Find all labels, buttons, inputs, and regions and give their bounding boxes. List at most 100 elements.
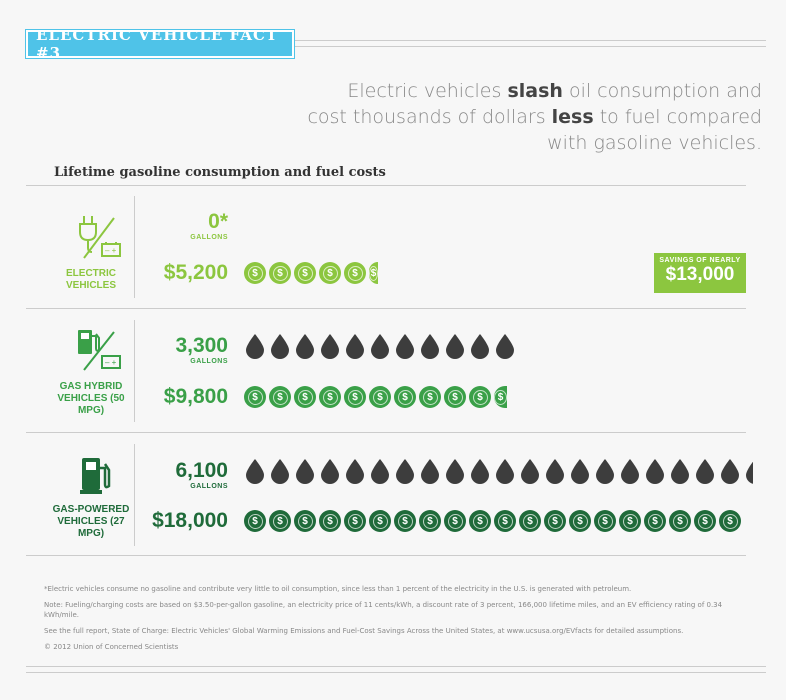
divider-vertical bbox=[134, 320, 135, 422]
headline-line-1: Electric vehicles slash oil consumption … bbox=[347, 80, 762, 102]
section-title: Lifetime gasoline consumption and fuel c… bbox=[54, 165, 386, 180]
category-label-electric: ELECTRIC VEHICLES bbox=[65, 268, 116, 291]
gallons-unit-electric: GALLONS bbox=[190, 234, 228, 241]
oil-drop-icon bbox=[246, 334, 264, 359]
oil-drop-icon bbox=[521, 459, 539, 484]
dollar-coin-icon: $ bbox=[369, 262, 378, 284]
gallons-electric: 0* bbox=[208, 210, 228, 233]
dollar-coin-icon: $ bbox=[294, 510, 316, 532]
dollar-coin-icon: $ bbox=[444, 386, 466, 408]
dollar-coin-icon: $ bbox=[669, 510, 691, 532]
bottom-rule bbox=[26, 666, 766, 673]
dollar-coin-icon: $ bbox=[294, 386, 316, 408]
dollar-coin-icon: $ bbox=[644, 510, 666, 532]
footnotes: *Electric vehicles consume no gasoline a… bbox=[44, 584, 734, 658]
oil-drop-icon bbox=[621, 459, 639, 484]
oil-drop-icon bbox=[321, 459, 339, 484]
dollar-coin-icon: $ bbox=[694, 510, 716, 532]
oil-drop-icon bbox=[421, 334, 439, 359]
oil-drop-icon bbox=[446, 334, 464, 359]
divider bbox=[26, 555, 746, 556]
oil-drop-icon bbox=[496, 459, 514, 484]
svg-text:– +: – + bbox=[105, 246, 117, 255]
dollar-coin-icon: $ bbox=[469, 386, 491, 408]
dollar-coin-icon: $ bbox=[494, 386, 507, 408]
dollar-coin-icon: $ bbox=[269, 510, 291, 532]
dollar-coin-icon: $ bbox=[344, 386, 366, 408]
oil-drop-icon bbox=[471, 459, 489, 484]
coin-row-hybrid: $ $ $ $ $ $ $ $ $ $ $ bbox=[244, 386, 507, 408]
dollar-coin-icon: $ bbox=[244, 386, 266, 408]
gas-pump-icon bbox=[80, 458, 111, 494]
dollar-coin-icon: $ bbox=[394, 386, 416, 408]
dollar-coin-icon: $ bbox=[569, 510, 591, 532]
category-label-gas: GAS-POWERED VEHICLES (27 MPG) bbox=[52, 504, 130, 539]
top-rule bbox=[290, 40, 766, 47]
savings-amount: $13,000 bbox=[665, 264, 735, 285]
oil-drop-icon bbox=[246, 459, 264, 484]
category-label-hybrid: GAS HYBRID VEHICLES (50 MPG) bbox=[57, 381, 125, 416]
oil-drop-icon bbox=[596, 459, 614, 484]
divider-vertical bbox=[134, 444, 135, 546]
dollar-coin-icon: $ bbox=[494, 510, 516, 532]
footnote-note: Note: Fueling/charging costs are based o… bbox=[44, 601, 723, 619]
coin-row-gas: $ $ $ $ $ $ $ $ $ $ $ $ $ $ $ $ $ $ $ $ bbox=[244, 510, 741, 532]
dollar-coin-icon: $ bbox=[344, 262, 366, 284]
savings-label: SAVINGS OF NEARLY bbox=[659, 257, 741, 264]
oil-drop-icon bbox=[496, 334, 514, 359]
coin-row-electric: $ $ $ $ $ $ bbox=[244, 262, 378, 284]
footnote-asterisk: *Electric vehicles consume no gasoline a… bbox=[44, 585, 632, 593]
oil-drop-icon bbox=[346, 334, 364, 359]
dollar-coin-icon: $ bbox=[369, 386, 391, 408]
svg-text:– +: – + bbox=[105, 358, 117, 367]
dollar-coin-icon: $ bbox=[394, 510, 416, 532]
oil-drop-icon bbox=[396, 334, 414, 359]
dollar-coin-icon: $ bbox=[269, 262, 291, 284]
oil-drop-icon bbox=[271, 334, 289, 359]
oil-drop-icon bbox=[321, 334, 339, 359]
oil-drop-icon bbox=[546, 459, 564, 484]
dollar-coin-icon: $ bbox=[244, 262, 266, 284]
footnote-report: See the full report, State of Charge: El… bbox=[44, 627, 684, 635]
headline-line-3: with gasoline vehicles. bbox=[547, 132, 762, 154]
drop-row-gas bbox=[244, 458, 753, 484]
oil-drop-icon bbox=[671, 459, 689, 484]
oil-drop-icon bbox=[396, 459, 414, 484]
dollar-coin-icon: $ bbox=[319, 386, 341, 408]
dollar-coin-icon: $ bbox=[519, 510, 541, 532]
oil-drop-icon bbox=[571, 459, 589, 484]
cost-gas: $18,000 bbox=[152, 509, 228, 532]
gallons-unit-gas: GALLONS bbox=[190, 483, 228, 490]
oil-drop-icon bbox=[371, 334, 389, 359]
gallons-hybrid: 3,300 bbox=[175, 334, 228, 357]
footnote-copyright: © 2012 Union of Concerned Scientists bbox=[44, 643, 179, 651]
oil-drop-icon bbox=[646, 459, 664, 484]
dollar-coin-icon: $ bbox=[294, 262, 316, 284]
oil-drop-icon bbox=[296, 334, 314, 359]
divider bbox=[26, 185, 746, 186]
oil-drop-icon bbox=[346, 459, 364, 484]
dollar-coin-icon: $ bbox=[594, 510, 616, 532]
dollar-coin-icon: $ bbox=[544, 510, 566, 532]
headline-line-2: cost thousands of dollars less to fuel c… bbox=[307, 106, 762, 128]
dollar-coin-icon: $ bbox=[244, 510, 266, 532]
oil-drop-icon bbox=[271, 459, 289, 484]
dollar-coin-icon: $ bbox=[419, 510, 441, 532]
divider bbox=[26, 432, 746, 433]
dollar-coin-icon: $ bbox=[319, 262, 341, 284]
oil-drop-icon bbox=[421, 459, 439, 484]
oil-drop-icon bbox=[696, 459, 714, 484]
dollar-coin-icon: $ bbox=[369, 510, 391, 532]
headline: Electric vehicles slash oil consumption … bbox=[282, 78, 762, 156]
divider bbox=[26, 308, 746, 309]
dollar-coin-icon: $ bbox=[469, 510, 491, 532]
dollar-coin-icon: $ bbox=[319, 510, 341, 532]
oil-drop-icon bbox=[446, 459, 464, 484]
gas-pump-battery-icon: – + bbox=[78, 330, 121, 371]
savings-badge: SAVINGS OF NEARLY $13,000 bbox=[654, 253, 746, 293]
cost-hybrid: $9,800 bbox=[163, 385, 228, 408]
oil-drop-icon bbox=[721, 459, 739, 484]
gallons-gas: 6,100 bbox=[175, 459, 228, 482]
dollar-coin-icon: $ bbox=[719, 510, 741, 532]
cost-electric: $5,200 bbox=[163, 261, 228, 284]
